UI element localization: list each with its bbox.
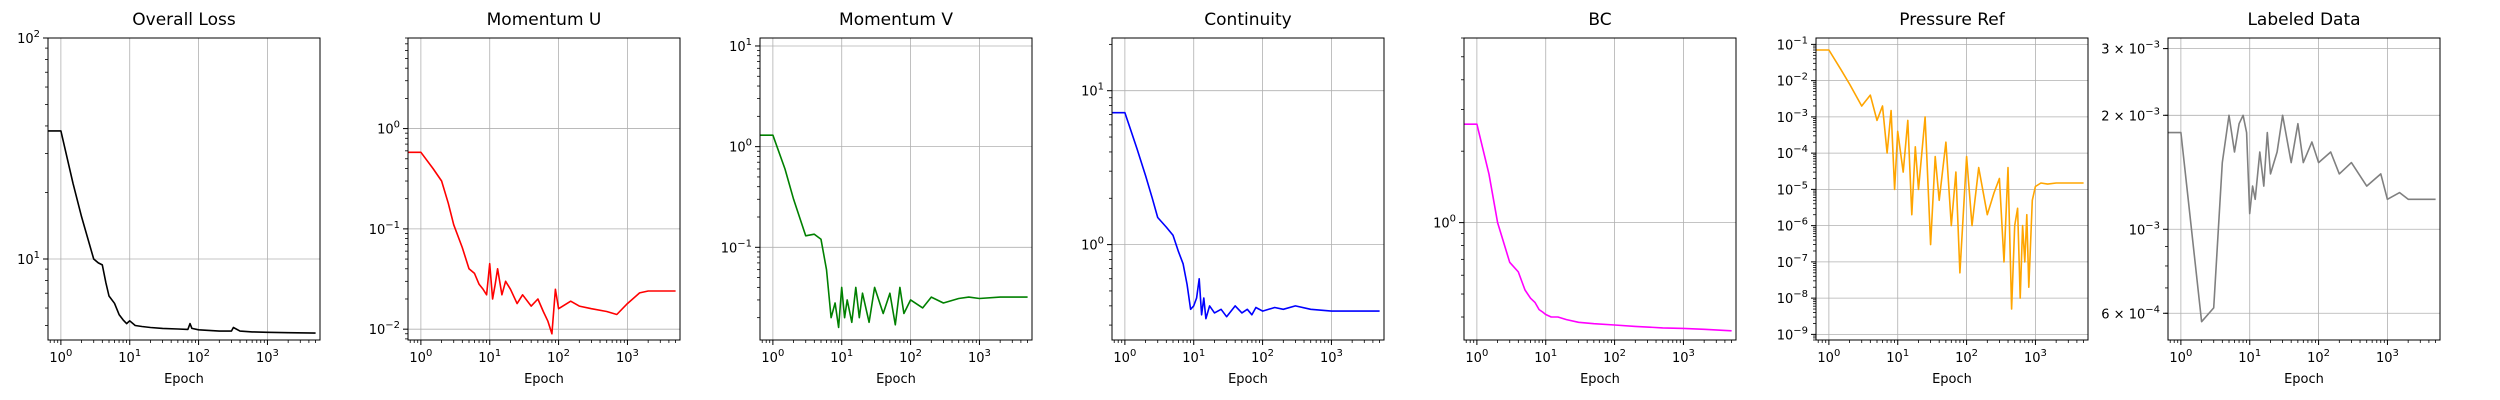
x-axis-label: Epoch bbox=[1580, 372, 1620, 387]
axes-frame bbox=[2167, 37, 2441, 341]
y-tick-label: 100 bbox=[377, 120, 400, 138]
x-tick-label: 102 bbox=[899, 348, 922, 366]
x-tick-label: 101 bbox=[1182, 348, 1205, 366]
axes-frame bbox=[1463, 37, 1737, 341]
subplot-title: Momentum V bbox=[839, 10, 953, 30]
y-tick-label: 10−2 bbox=[369, 320, 400, 338]
x-tick-label: 103 bbox=[968, 348, 991, 366]
x-tick-label: 100 bbox=[2169, 348, 2192, 366]
x-axis-label: Epoch bbox=[876, 372, 916, 387]
y-tick-label: 100 bbox=[1081, 236, 1104, 254]
x-tick-label: 103 bbox=[2376, 348, 2399, 366]
x-tick-label: 100 bbox=[1817, 348, 1840, 366]
series-line-0 bbox=[1816, 49, 2084, 310]
y-tick-label: 2 × 10−3 bbox=[2101, 106, 2160, 124]
y-tick-label: 100 bbox=[1433, 214, 1456, 232]
x-tick-label: 100 bbox=[49, 348, 72, 366]
x-axis-label: Epoch bbox=[524, 372, 564, 387]
series-line-0 bbox=[48, 130, 316, 334]
x-tick-label: 103 bbox=[256, 348, 279, 366]
subplot-6: Labeled Data Epoch 100 101 102 103 6 × 10−4 10−… bbox=[2101, 0, 2441, 400]
axes-frame bbox=[407, 37, 681, 341]
y-tick-label: 10−3 bbox=[1777, 108, 1808, 126]
axes-frame bbox=[1815, 37, 2089, 341]
series-line-0 bbox=[1464, 123, 1732, 332]
subplot-4: BC Epoch 100 101 102 103 100 bbox=[1433, 0, 1737, 400]
x-tick-label: 100 bbox=[761, 348, 784, 366]
subplot-3: Continuity Epoch 100 101 102 103 100 101 bbox=[1081, 0, 1385, 400]
x-tick-label: 101 bbox=[2238, 348, 2261, 366]
y-tick-label: 10−6 bbox=[1777, 217, 1808, 235]
plot-area: 100 101 102 103 6 × 10−4 10−3 2 × 10−3 3 × 10−3 bbox=[2101, 37, 2441, 366]
x-tick-label: 102 bbox=[1955, 348, 1978, 366]
x-tick-label: 100 bbox=[1113, 348, 1136, 366]
x-tick-label: 100 bbox=[409, 348, 432, 366]
y-tick-label: 10−8 bbox=[1777, 289, 1808, 307]
y-tick-label: 10−1 bbox=[721, 238, 752, 256]
y-tick-label: 101 bbox=[1081, 82, 1104, 100]
x-tick-label: 103 bbox=[2024, 348, 2047, 366]
y-tick-label: 10−5 bbox=[1777, 180, 1808, 198]
y-tick-label: 10−1 bbox=[369, 220, 400, 238]
y-tick-label: 10−4 bbox=[1777, 144, 1808, 162]
x-tick-label: 102 bbox=[547, 348, 570, 366]
series-line-0 bbox=[760, 134, 1028, 329]
series-line-0 bbox=[408, 151, 676, 335]
y-tick-label: 101 bbox=[729, 37, 752, 55]
x-tick-label: 103 bbox=[1320, 348, 1343, 366]
subplot-title: Labeled Data bbox=[2247, 10, 2361, 30]
x-tick-label: 103 bbox=[1672, 348, 1695, 366]
x-tick-label: 101 bbox=[478, 348, 501, 366]
y-tick-label: 100 bbox=[729, 138, 752, 156]
subplot-1: Momentum U Epoch 100 101 102 103 10−2 10−1 100 bbox=[369, 0, 681, 400]
x-tick-label: 102 bbox=[1603, 348, 1626, 366]
x-tick-label: 100 bbox=[1465, 348, 1488, 366]
subplot-title: Pressure Ref bbox=[1899, 10, 2005, 30]
x-tick-label: 103 bbox=[616, 348, 639, 366]
x-tick-label: 102 bbox=[2307, 348, 2330, 366]
subplot-title: Momentum U bbox=[486, 10, 602, 30]
series-line-0 bbox=[1112, 111, 1380, 320]
subplot-title: BC bbox=[1588, 10, 1612, 30]
plot-area: 100 101 102 103 10−9 10−8 10−7 10−6 10−5 10−4 10−3… bbox=[1777, 35, 2089, 366]
x-tick-label: 102 bbox=[187, 348, 210, 366]
y-tick-label: 10−9 bbox=[1777, 325, 1808, 343]
subplot-0: Overall Loss Epoch 100 101 102 103 101 102 bbox=[17, 0, 321, 400]
plot-area: 100 101 102 103 10−2 10−1 100 bbox=[369, 37, 681, 366]
plot-area: 100 101 102 103 100 bbox=[1433, 37, 1737, 366]
axes-frame bbox=[47, 37, 321, 341]
x-tick-label: 102 bbox=[1251, 348, 1274, 366]
subplot-title: Overall Loss bbox=[132, 10, 236, 30]
subplot-title: Continuity bbox=[1204, 10, 1292, 30]
subplot-2: Momentum V Epoch 100 101 102 103 10−1 100 101 bbox=[721, 0, 1033, 400]
axes-frame bbox=[1111, 37, 1385, 341]
y-tick-label: 3 × 10−3 bbox=[2101, 40, 2160, 58]
y-tick-label: 102 bbox=[17, 29, 40, 47]
y-tick-label: 10−1 bbox=[1777, 35, 1808, 53]
x-tick-label: 101 bbox=[1886, 348, 1909, 366]
y-tick-label: 10−7 bbox=[1777, 253, 1808, 271]
x-tick-label: 101 bbox=[1534, 348, 1557, 366]
y-tick-label: 10−3 bbox=[2129, 220, 2160, 238]
x-axis-label: Epoch bbox=[1228, 372, 1268, 387]
plot-area: 100 101 102 103 10−1 100 101 bbox=[721, 37, 1033, 366]
series-line-0 bbox=[2168, 114, 2436, 323]
x-axis-label: Epoch bbox=[164, 372, 204, 387]
y-tick-label: 6 × 10−4 bbox=[2101, 304, 2160, 322]
x-tick-label: 101 bbox=[830, 348, 853, 366]
y-tick-label: 10−2 bbox=[1777, 72, 1808, 90]
plot-area: 100 101 102 103 101 102 bbox=[17, 29, 321, 366]
x-axis-label: Epoch bbox=[1932, 372, 1972, 387]
plot-area: 100 101 102 103 100 101 bbox=[1081, 37, 1385, 366]
y-tick-label: 101 bbox=[17, 250, 40, 268]
subplot-5: Pressure Ref Epoch 100 101 102 103 10−9 10−8 10−… bbox=[1777, 0, 2089, 400]
x-tick-label: 101 bbox=[118, 348, 141, 366]
axes-frame bbox=[759, 37, 1033, 341]
x-axis-label: Epoch bbox=[2284, 372, 2324, 387]
